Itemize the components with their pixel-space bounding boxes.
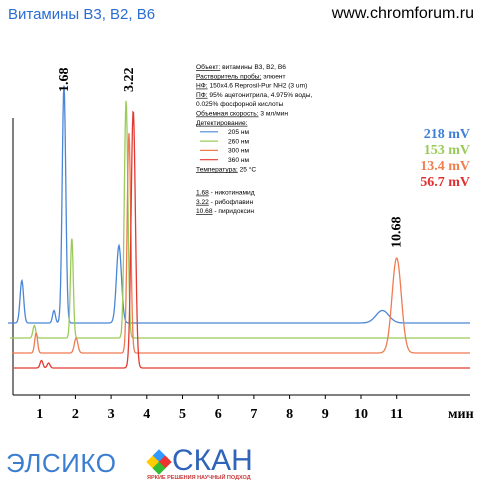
trace-205-нм: [8, 85, 470, 324]
trace-260-нм: [10, 100, 470, 339]
x-tick-label: 7: [250, 407, 257, 422]
peak-legend-line: 3.22 - рибофлавин: [196, 198, 253, 206]
legend-label: 300 нм: [228, 148, 249, 155]
condition-line: ПФ: 95% ацетонитрила, 4.975% воды,: [196, 92, 312, 99]
condition-line: НФ: 150x4.6 Reprosil-Pur NH2 (3 um): [196, 83, 307, 90]
conditions-block: Объект: витамины В3, В2, В6Растворитель …: [196, 63, 312, 215]
scan-logo-icon: [146, 449, 172, 475]
legend-label: 360 нм: [228, 157, 249, 164]
condition-line: 0.025% фосфорной кислоты: [196, 100, 283, 108]
peak-label: 10.68: [390, 217, 405, 249]
scale-label: 153 mV: [424, 143, 470, 158]
x-tick-label: 3: [108, 407, 115, 422]
elsiko-logo: ЭЛСИКО: [6, 448, 116, 479]
x-ticks: 1 2 3 4 5 6 7 8 9 10 11 мин: [36, 395, 474, 422]
peak-label: 1.68: [57, 68, 72, 93]
legend-label: 205 нм: [228, 129, 249, 136]
scan-logo-text: СКАН: [172, 444, 253, 477]
scale-label: 56.7 mV: [420, 175, 470, 190]
x-tick-label: 8: [286, 407, 293, 422]
trace-300-нм: [12, 133, 470, 354]
site-url[interactable]: www.chromforum.ru: [331, 5, 474, 22]
condition-line: Объект: витамины В3, В2, В6: [196, 63, 286, 71]
x-tick-label: 11: [390, 407, 403, 422]
peak-legend-line: 10.68 - пиридоксин: [196, 208, 254, 215]
x-tick-label: 6: [215, 407, 222, 422]
peak-label: 3.22: [122, 68, 137, 93]
scale-label: 218 mV: [424, 127, 470, 142]
trace-360-нм: [14, 110, 470, 369]
x-tick-label: 5: [179, 407, 186, 422]
x-axis-label: мин: [448, 407, 474, 422]
x-tick-label: 2: [72, 407, 79, 422]
scale-label: 13.4 mV: [420, 159, 470, 174]
peak-labels: 1.68 3.22 10.68: [57, 68, 405, 249]
legend-label: 260 нм: [228, 138, 249, 145]
x-tick-label: 9: [322, 407, 329, 422]
temperature-line: Температура: 25 °C: [196, 165, 256, 173]
condition-line: Объемная скорость: 3 мл/мин: [196, 110, 288, 118]
traces: [8, 85, 470, 369]
chart-title: Витамины В3, В2, В6: [8, 6, 156, 23]
peak-legend-line: 1.68 - никотинамид: [196, 190, 255, 197]
axes: [12, 118, 470, 396]
x-tick-label: 4: [143, 407, 150, 422]
scan-logo: СКАН: [146, 444, 253, 478]
x-tick-label: 10: [354, 407, 368, 422]
condition-line: Растворитель пробы: элюент: [196, 72, 286, 80]
elsiko-logo-text: ЭЛСИКО: [6, 448, 117, 478]
x-tick-label: 1: [36, 407, 43, 422]
condition-line: Детектирование:: [196, 120, 248, 127]
logo-tagline: ЯРКИЕ РЕШЕНИЯ НАУЧНЫЙ ПОДХОД: [147, 475, 251, 481]
